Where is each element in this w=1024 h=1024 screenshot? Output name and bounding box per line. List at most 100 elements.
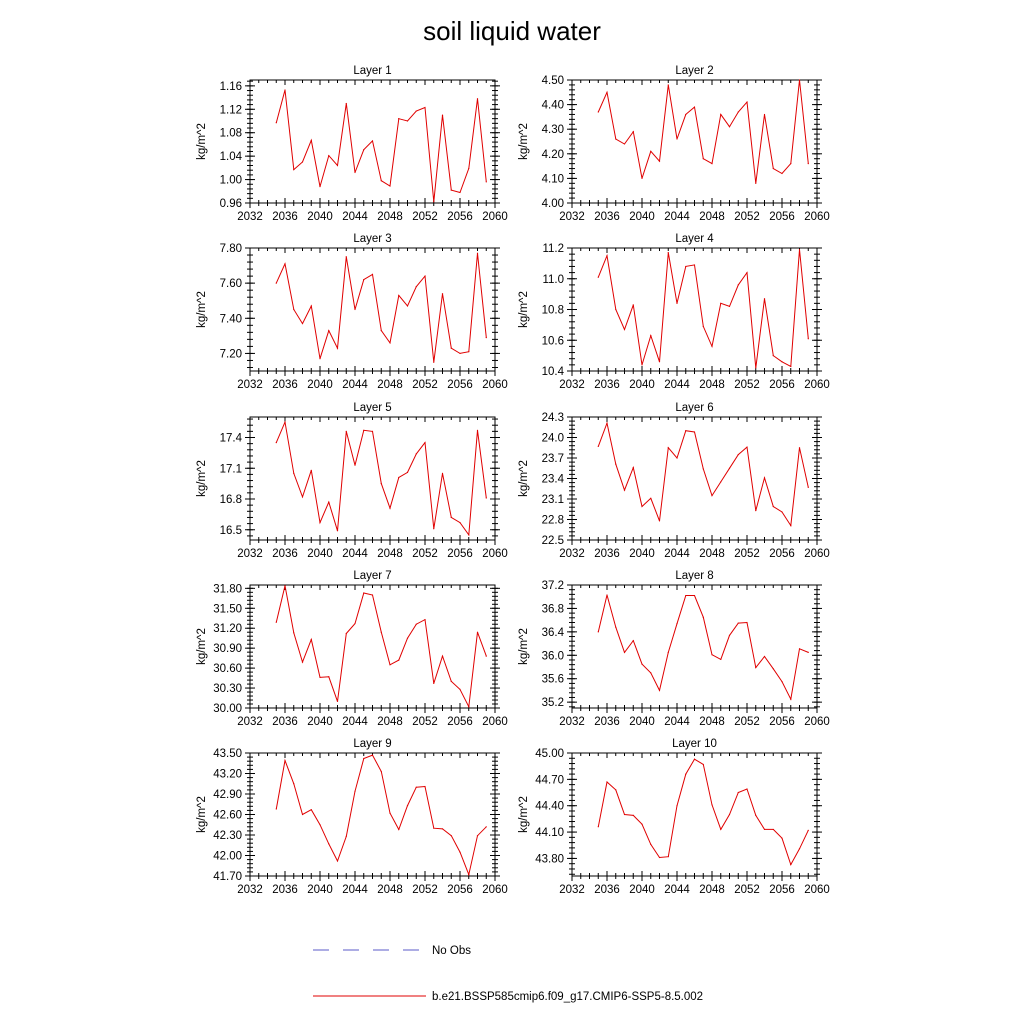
x-tick-label: 2032 <box>559 548 585 560</box>
data-point <box>790 365 792 367</box>
y-axis-label: kg/m^2 <box>196 291 208 328</box>
data-point <box>676 623 678 625</box>
data-point <box>807 163 809 165</box>
x-tick-label: 2040 <box>629 884 655 896</box>
data-point <box>711 163 713 165</box>
data-point <box>415 110 417 112</box>
data-point <box>667 856 669 858</box>
x-tick-label: 2056 <box>769 379 795 391</box>
data-point <box>790 698 792 700</box>
y-tick-label: 4.50 <box>542 75 564 87</box>
data-point <box>424 106 426 109</box>
x-tick-label: 2044 <box>664 379 690 391</box>
data-point <box>371 140 374 142</box>
data-point <box>301 322 304 325</box>
data-point <box>310 638 312 641</box>
data-point <box>424 275 426 277</box>
panel-layer-3: Layer 3 kg/m^2 2032 2036 2040 2044 2048 2052 205… <box>196 233 508 391</box>
data-point <box>450 516 452 519</box>
y-tick-label: 1.08 <box>220 128 242 140</box>
data-point <box>658 856 661 859</box>
data-point <box>406 637 409 639</box>
x-tick-label: 2032 <box>237 548 263 560</box>
data-point <box>755 510 757 512</box>
y-tick-label: 7.80 <box>220 243 242 255</box>
data-point <box>354 622 356 625</box>
y-tick-label: 36.0 <box>542 650 564 662</box>
data-point <box>380 329 382 332</box>
data-point <box>606 781 608 783</box>
x-tick-label: 2052 <box>412 884 438 896</box>
data-point <box>650 335 652 337</box>
data-point <box>275 442 277 444</box>
data-point <box>597 826 599 828</box>
data-point <box>398 659 400 661</box>
data-point <box>728 813 731 816</box>
data-point <box>606 91 608 93</box>
x-tick-label: 2056 <box>769 211 795 223</box>
data-point <box>476 98 479 100</box>
data-point <box>275 122 277 124</box>
data-point <box>641 823 643 825</box>
data-point <box>293 472 295 474</box>
x-tick-label: 2052 <box>734 379 760 391</box>
x-tick-label: 2052 <box>412 716 438 728</box>
data-point <box>319 521 321 524</box>
data-point <box>632 466 634 469</box>
data-point <box>319 358 321 360</box>
x-tick-label: 2048 <box>377 884 403 896</box>
x-tick-label: 2036 <box>594 716 620 728</box>
data-point <box>476 429 479 431</box>
panel-title: Layer 1 <box>353 65 391 77</box>
y-tick-label: 31.50 <box>213 603 242 615</box>
data-point <box>301 661 304 663</box>
x-tick-label: 2036 <box>594 379 620 391</box>
data-point <box>763 477 766 479</box>
panel-title: Layer 6 <box>675 402 713 414</box>
data-point <box>468 167 470 170</box>
data-point <box>702 158 704 160</box>
x-tick-label: 2032 <box>237 211 263 223</box>
x-tick-label: 2036 <box>272 548 298 560</box>
data-point <box>781 361 783 363</box>
x-tick-label: 2048 <box>377 379 403 391</box>
x-tick-label: 2056 <box>769 716 795 728</box>
data-point <box>441 828 444 830</box>
data-point <box>310 139 312 141</box>
data-point <box>720 302 722 304</box>
data-point <box>441 293 444 295</box>
data-point <box>328 501 330 503</box>
data-point <box>772 828 774 831</box>
y-axis-label: kg/m^2 <box>518 123 530 160</box>
data-point <box>807 338 809 340</box>
data-point <box>336 700 339 702</box>
data-point <box>415 786 417 788</box>
y-axis-label: kg/m^2 <box>518 796 530 833</box>
data-point <box>790 525 792 527</box>
data-point <box>371 430 374 432</box>
data-point <box>380 483 382 485</box>
series-line <box>597 79 809 184</box>
data-point <box>363 757 365 760</box>
panel-title: Layer 8 <box>675 570 713 582</box>
data-point <box>284 585 286 587</box>
y-tick-label: 43.80 <box>535 853 564 865</box>
x-tick-label: 2036 <box>594 884 620 896</box>
x-tick-label: 2044 <box>342 548 368 560</box>
y-tick-label: 11.2 <box>542 243 564 255</box>
data-point <box>371 594 374 596</box>
data-point <box>310 305 312 307</box>
x-tick-label: 2060 <box>482 716 508 728</box>
y-tick-label: 44.40 <box>535 801 564 813</box>
x-tick-label: 2056 <box>447 884 473 896</box>
y-tick-label: 17.4 <box>220 433 243 445</box>
data-point <box>363 429 365 431</box>
data-point <box>354 790 356 792</box>
data-point <box>459 521 461 524</box>
data-point <box>336 860 339 862</box>
data-point <box>450 835 452 837</box>
data-point <box>658 520 661 522</box>
data-point <box>790 863 792 866</box>
series-line <box>597 249 809 368</box>
